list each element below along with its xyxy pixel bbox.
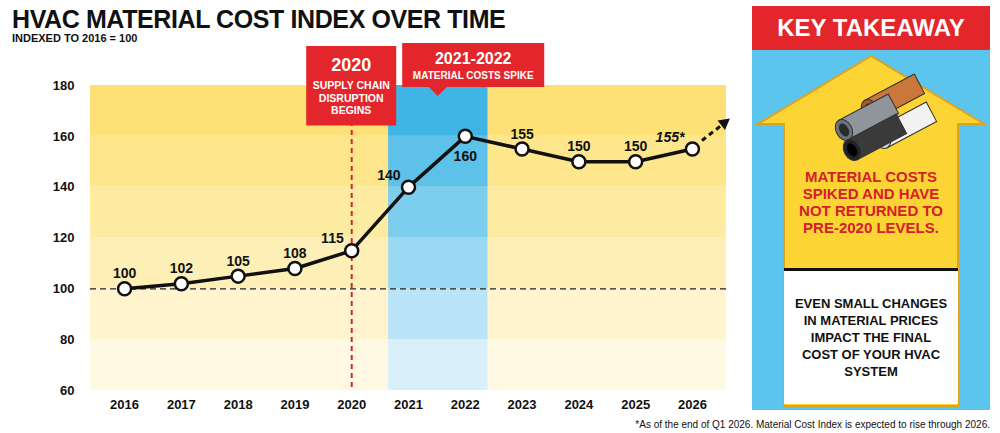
svg-text:2020: 2020 xyxy=(331,55,371,75)
svg-text:140: 140 xyxy=(53,179,75,194)
svg-text:2020: 2020 xyxy=(337,397,366,412)
svg-text:MATERIAL COSTS SPIKE: MATERIAL COSTS SPIKE xyxy=(413,70,534,81)
svg-text:155: 155 xyxy=(510,126,534,142)
svg-text:2021: 2021 xyxy=(394,397,423,412)
svg-text:2021-2022: 2021-2022 xyxy=(435,50,512,67)
html-text:EVEN SMALL CHANGES IN MATERIAL: EVEN SMALL CHANGES IN MATERIAL PRICES IM… xyxy=(794,296,948,379)
svg-text:180: 180 xyxy=(53,78,75,93)
svg-text:115: 115 xyxy=(321,230,344,246)
svg-text:140: 140 xyxy=(377,167,401,183)
svg-text:160: 160 xyxy=(53,128,75,143)
svg-text:2026: 2026 xyxy=(678,397,707,412)
svg-text:108: 108 xyxy=(283,245,307,261)
svg-text:80: 80 xyxy=(60,332,74,347)
svg-text:60: 60 xyxy=(60,383,74,398)
svg-text:2016: 2016 xyxy=(110,397,139,412)
svg-text:155*: 155* xyxy=(656,129,685,145)
svg-text:2025: 2025 xyxy=(621,397,650,412)
svg-text:150: 150 xyxy=(624,138,648,154)
html-text:KEY TAKEAWAY: KEY TAKEAWAY xyxy=(777,14,965,41)
svg-text:150: 150 xyxy=(567,138,591,154)
svg-text:120: 120 xyxy=(53,230,75,245)
html-text:MATERIAL COSTS SPIKED AND HAVE: MATERIAL COSTS SPIKED AND HAVE NOT RETUR… xyxy=(799,168,943,236)
svg-text:BEGINS: BEGINS xyxy=(331,104,371,116)
svg-text:2023: 2023 xyxy=(508,397,537,412)
html-text:HVAC MATERIAL COST INDEX OVER: HVAC MATERIAL COST INDEX OVER TIME xyxy=(12,5,506,33)
html-text:INDEXED TO 2016 = 100: INDEXED TO 2016 = 100 xyxy=(12,32,138,44)
svg-text:102: 102 xyxy=(170,260,194,276)
svg-text:105: 105 xyxy=(226,253,250,269)
svg-text:100: 100 xyxy=(113,265,137,281)
svg-text:SUPPLY CHAIN: SUPPLY CHAIN xyxy=(313,79,390,91)
svg-text:2018: 2018 xyxy=(224,397,253,412)
svg-text:2017: 2017 xyxy=(167,397,196,412)
svg-text:160: 160 xyxy=(454,148,478,164)
svg-text:2019: 2019 xyxy=(280,397,309,412)
svg-text:100: 100 xyxy=(53,281,75,296)
svg-text:DISRUPTION: DISRUPTION xyxy=(319,92,384,104)
svg-text:2022: 2022 xyxy=(451,397,480,412)
html-text:*As of the end of Q1 2026. Mat: *As of the end of Q1 2026. Material Cost… xyxy=(635,419,990,430)
svg-text:2024: 2024 xyxy=(564,397,594,412)
